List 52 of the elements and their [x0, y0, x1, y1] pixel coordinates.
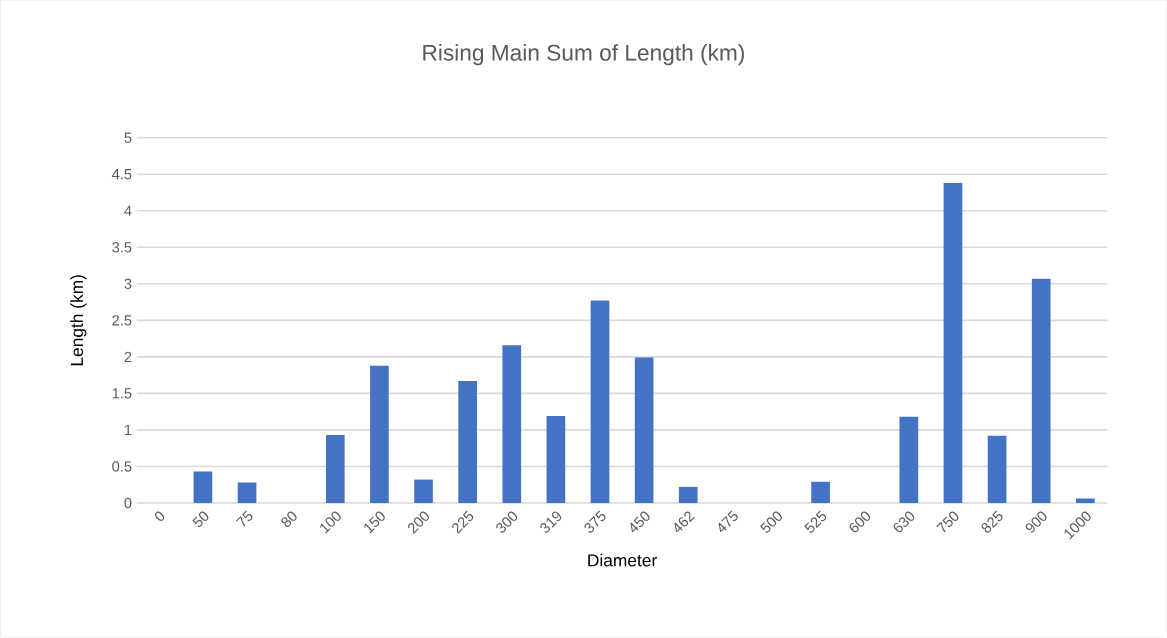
bar	[899, 416, 919, 504]
x-tick-label: 300	[496, 511, 518, 533]
y-tick-label: 0.5	[112, 461, 132, 472]
x-tick-label: 475	[718, 510, 738, 533]
y-tick-label: 1.5	[112, 388, 132, 399]
x-tick-label: 825	[981, 510, 1003, 533]
chart-title: Rising Main Sum of Length (km)	[423, 44, 744, 66]
y-tick-label: 2.5	[112, 315, 132, 326]
x-tick-label: 225	[452, 510, 474, 534]
bar	[370, 365, 389, 504]
x-axis-title: Diameter	[588, 553, 657, 567]
x-tick-label: 450	[630, 511, 650, 533]
bar	[1031, 278, 1051, 504]
bar	[325, 435, 345, 504]
bar	[811, 481, 830, 504]
bar	[502, 345, 522, 504]
x-tick-label: 150	[364, 511, 385, 534]
bar	[943, 183, 963, 504]
x-tick-label: 100	[320, 511, 341, 534]
y-tick-label: 3	[124, 278, 132, 290]
y-tick-label: 4	[124, 205, 132, 216]
bar	[1075, 498, 1095, 504]
y-tick-label: 5	[124, 132, 132, 144]
bar	[414, 479, 433, 504]
x-tick-label: 375	[584, 510, 606, 533]
x-tick-label: 600	[849, 511, 871, 533]
x-tick-label: 900	[1025, 511, 1047, 533]
x-tick-label: 525	[804, 510, 827, 533]
bar	[237, 482, 257, 504]
bar	[193, 471, 213, 504]
y-tick-label: 0	[124, 498, 132, 509]
y-tick-label: 1	[124, 425, 132, 436]
y-tick-label: 4.5	[111, 169, 132, 180]
bar	[634, 357, 654, 504]
x-tick-label: 750	[936, 511, 959, 533]
bar	[590, 300, 610, 504]
x-tick-label: 500	[760, 511, 782, 533]
bar	[678, 487, 698, 504]
y-axis-title: Length (km)	[70, 275, 87, 366]
x-tick-label: 50	[192, 511, 209, 528]
bar	[458, 381, 477, 504]
x-tick-label: 319	[540, 511, 562, 533]
x-tick-label: 200	[408, 511, 429, 534]
y-tick-label: 2	[124, 351, 132, 363]
x-tick-label: 80	[281, 511, 297, 528]
x-tick-label: 75	[236, 510, 253, 527]
x-tick-label: 630	[893, 511, 915, 533]
x-tick-label: 0	[154, 511, 165, 522]
x-tick-label: 462	[674, 511, 695, 533]
bar	[987, 435, 1007, 504]
y-tick-label: 3.5	[112, 242, 132, 253]
bar	[546, 416, 566, 504]
